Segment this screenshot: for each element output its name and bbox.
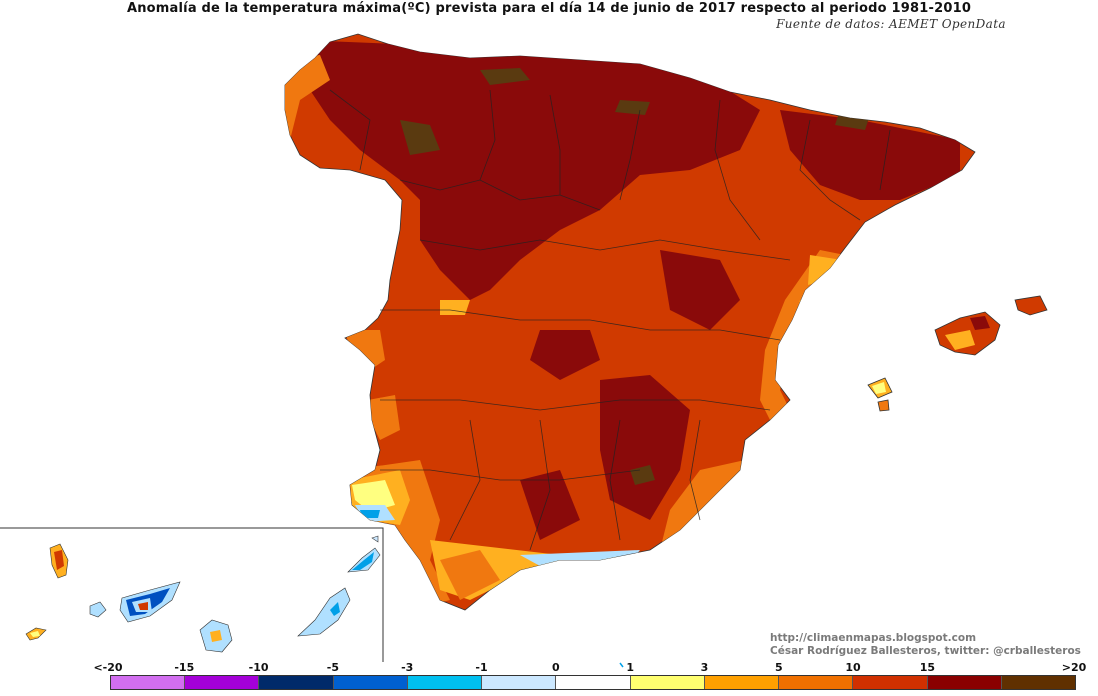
legend-label: -3 xyxy=(401,661,414,674)
legend-swatch xyxy=(333,676,408,689)
legend-swatch xyxy=(407,676,483,689)
legend-swatch xyxy=(1001,676,1076,689)
author-credit: César Rodríguez Ballesteros, twitter: @c… xyxy=(770,645,1081,657)
legend-swatch xyxy=(779,676,854,689)
map-title: Anomalía de la temperatura máxima(ºC) pr… xyxy=(126,1,972,16)
legend-swatch xyxy=(630,676,705,689)
legend-swatch xyxy=(185,676,260,689)
legend-swatch xyxy=(556,676,631,689)
legend-swatch xyxy=(482,676,557,689)
legend-label: -5 xyxy=(326,661,340,674)
la-palma-island xyxy=(49,543,69,579)
legend-label: 0 xyxy=(552,661,560,674)
iberian-peninsula-region xyxy=(284,33,976,611)
legend-marker xyxy=(619,662,624,668)
legend-colorbar xyxy=(110,675,1076,690)
legend-label: -15 xyxy=(174,661,195,674)
canary-islands-inset xyxy=(0,527,384,662)
legend-label: <-20 xyxy=(93,661,123,674)
gran-canaria-island xyxy=(199,619,233,653)
legend-label: -1 xyxy=(475,661,488,674)
tenerife-island xyxy=(119,581,181,623)
legend-swatch xyxy=(927,676,1002,689)
legend-label: 1 xyxy=(626,661,634,674)
legend-label: 3 xyxy=(700,661,709,674)
legend-swatch xyxy=(111,676,186,689)
legend-swatch xyxy=(853,676,928,689)
legend-label: 15 xyxy=(919,661,936,674)
legend-label: >20 xyxy=(1061,661,1087,674)
legend-label: -10 xyxy=(248,661,269,674)
legend-label: 10 xyxy=(845,661,861,674)
fuerteventura-island xyxy=(297,587,351,637)
balearic-islands xyxy=(867,295,1048,412)
province-borders xyxy=(329,89,891,551)
lanzarote-island xyxy=(347,535,381,573)
gomera-island xyxy=(89,601,107,618)
legend-swatch xyxy=(259,676,334,689)
el-hierro-island xyxy=(25,627,47,641)
legend-labels: <-20 -15 -10 -5 -3 -1 0 1 3 5 10 15 >20 xyxy=(0,661,1098,675)
blog-credit: http://climaenmapas.blogspot.com xyxy=(770,632,977,644)
legend-swatch xyxy=(704,676,780,689)
legend-label: 5 xyxy=(774,661,783,674)
data-source-note: Fuente de datos: AEMET OpenData xyxy=(776,17,1006,31)
